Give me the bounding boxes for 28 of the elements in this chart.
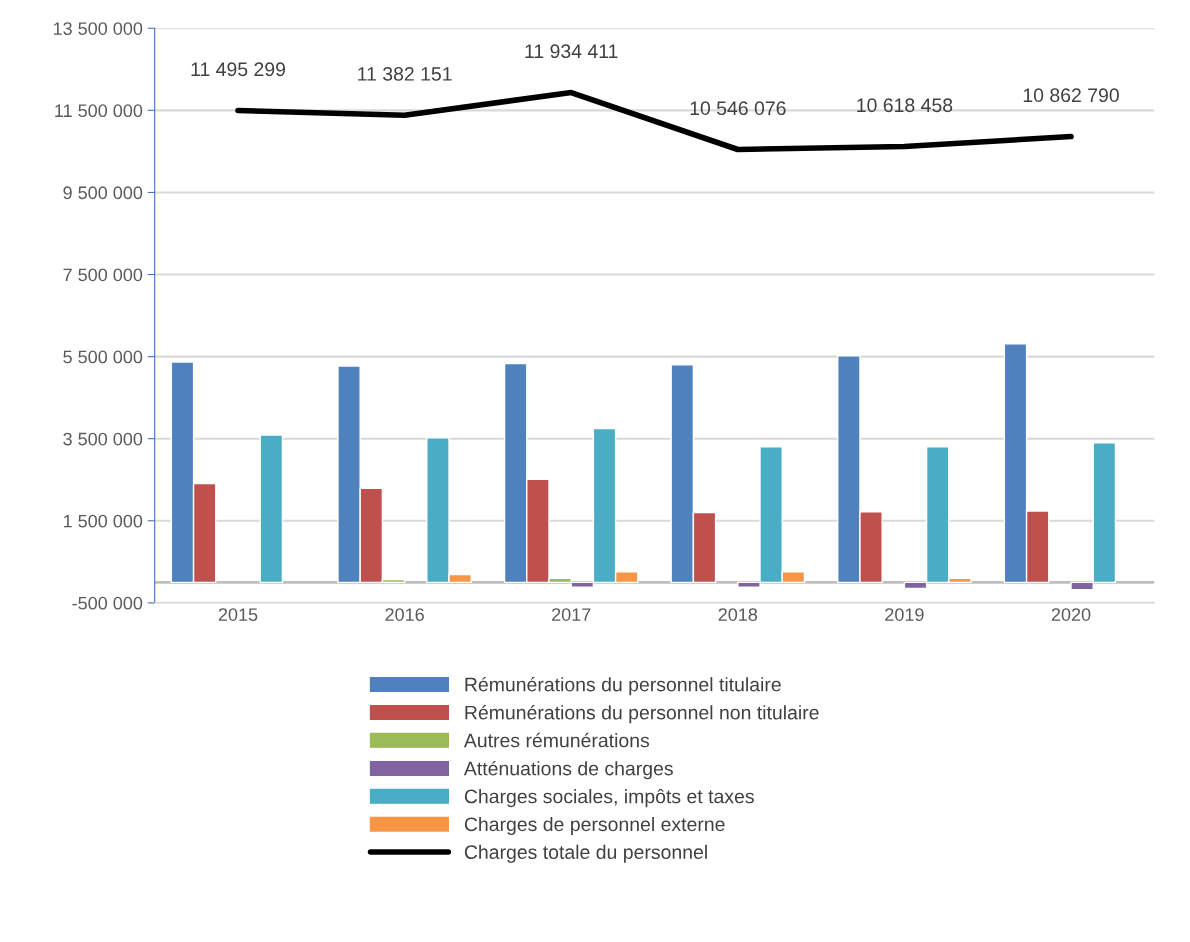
legend-label: Rémunérations du personnel titulaire (465, 676, 781, 696)
data-label: 11 382 151 (358, 67, 452, 81)
data-label: 10 862 790 (1023, 88, 1119, 103)
x-tick-label: 2016 (385, 608, 424, 621)
x-tick-label: 2017 (552, 608, 591, 621)
data-label: 11 934 411 (525, 44, 618, 59)
legend-label: Rémunérations du personnel non titulaire (465, 704, 819, 724)
y-tick-label: 9 500 000 (63, 186, 143, 200)
x-tick-label: 2018 (718, 608, 758, 621)
data-label: 10 618 458 (857, 98, 953, 113)
y-tick-label: 5 500 000 (63, 350, 143, 364)
legend-label: Autres rémunérations (463, 732, 650, 748)
y-tick-label: 11 500 000 (55, 104, 143, 118)
data-label: 10 546 076 (690, 101, 786, 116)
bar (259, 434, 284, 584)
data-label: 11 495 299 (191, 62, 286, 77)
y-tick-label: -500 000 (72, 596, 143, 610)
y-tick-label: 1 500 000 (63, 514, 143, 528)
legend-label: Charges totale du personnel (464, 844, 707, 863)
x-tick-label: 2015 (218, 608, 258, 621)
legend-label: Charges de personnel externe (464, 816, 725, 836)
legend-label: Atténuations de charges (463, 760, 673, 780)
x-tick-label: 2019 (885, 608, 924, 621)
y-tick-label: 13 500 000 (53, 22, 143, 35)
legend-label: Charges sociales, impôts et taxes (464, 788, 754, 808)
y-tick-label: 3 500 000 (63, 432, 143, 446)
x-tick-label: 2020 (1051, 608, 1091, 621)
y-tick-label: 7 500 000 (63, 268, 143, 282)
